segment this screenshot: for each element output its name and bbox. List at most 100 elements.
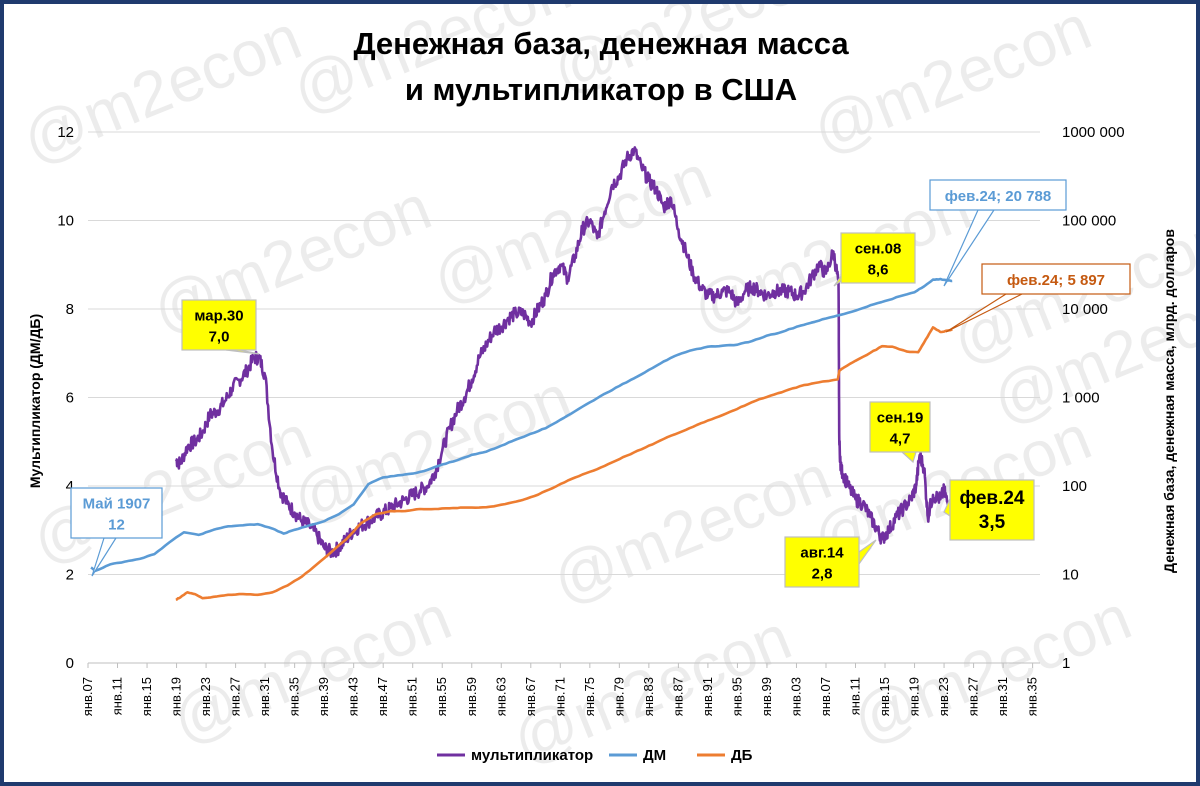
- y-tick-left: 0: [66, 655, 74, 672]
- callout-label: 12: [108, 517, 125, 534]
- y-tick-right: 100 000: [1062, 213, 1116, 230]
- x-axis: янв.07 янв.11 янв.15 янв.19 янв.23 янв.27 янв.…: [80, 662, 1040, 716]
- callout-pointer: [900, 451, 917, 464]
- x-tick-label: янв.03: [788, 677, 803, 716]
- callout-feb-24-db: фев.24; 5 897: [945, 263, 1131, 333]
- callout-label: 7,0: [209, 329, 230, 346]
- x-tick-label: янв.27: [966, 677, 981, 716]
- x-tick-label: янв.87: [670, 677, 685, 716]
- callout-label: Май 1907: [83, 496, 151, 513]
- callout-label: фев.24: [959, 488, 1024, 509]
- callout-feb-24-mult: фев.24 3,5: [943, 479, 1035, 541]
- y-tick-right: 1: [1062, 655, 1070, 672]
- callout-sep-08: сен.08 8,6: [833, 232, 916, 287]
- x-tick-label: янв.51: [405, 677, 420, 716]
- y-axis-right: 1 10 100 1 000 10 000 100 000 1000 000: [1062, 124, 1125, 672]
- x-tick-label: янв.55: [434, 677, 449, 716]
- x-tick-label: янв.31: [995, 677, 1010, 716]
- x-tick-label: янв.19: [169, 677, 184, 716]
- chart-svg: @m2econ@m2econ@m2econ@m2econ@m2econ@m2ec…: [12, 4, 1196, 777]
- x-tick-label: янв.91: [700, 677, 715, 716]
- callouts: Май 1907 12 мар.30 7,0 сен.08 8,6 фев.24; 20 7…: [70, 179, 1131, 588]
- callout-box: [929, 179, 1067, 211]
- chart-title-line-1: Денежная база, денежная масса: [353, 26, 849, 61]
- y-tick-right: 1 000: [1062, 390, 1100, 407]
- callout-box: [869, 401, 931, 453]
- callout-label: мар.30: [194, 308, 243, 325]
- y-tick-left: 8: [66, 301, 74, 318]
- chart-frame: @m2econ @m2econ @m2econ @m2econ @m2econ @m2ec…: [4, 4, 1196, 782]
- chart-title-line-2: и мультипликатор в США: [405, 72, 797, 107]
- x-tick-label: янв.23: [198, 677, 213, 716]
- watermark-text: @m2econ: [162, 581, 460, 757]
- legend: мультипликатор ДМ ДБ: [437, 747, 753, 764]
- callout-label: сен.19: [877, 410, 924, 427]
- callout-label: фев.24; 5 897: [1007, 272, 1105, 289]
- legend-label: ДБ: [731, 747, 753, 764]
- y-axis-right-title: Денежная база, денежная масса, млрд. дол…: [1161, 229, 1177, 573]
- x-tick-label: янв.31: [257, 677, 272, 716]
- callout-box: [981, 263, 1131, 295]
- watermark-text: @m2econ: [12, 4, 310, 177]
- legend-label: мультипликатор: [471, 747, 593, 764]
- callout-feb-24-dm: фев.24; 20 788: [929, 179, 1067, 287]
- x-tick-label: янв.15: [139, 677, 154, 716]
- y-tick-left: 2: [66, 567, 74, 584]
- x-tick-label: янв.11: [110, 677, 125, 715]
- callout-may-1907: Май 1907 12: [70, 487, 163, 577]
- callout-label: 3,5: [979, 512, 1006, 533]
- watermark-text: @m2econ: [842, 581, 1140, 757]
- x-tick-label: янв.47: [375, 677, 390, 716]
- x-tick-label: янв.63: [493, 677, 508, 716]
- callout-label: 8,6: [868, 262, 889, 279]
- x-tick-label: янв.83: [641, 677, 656, 716]
- legend-item-ДМ: ДМ: [609, 747, 666, 764]
- callout-label: 2,8: [812, 566, 833, 583]
- x-tick-label: янв.27: [228, 677, 243, 716]
- callout-box: [70, 487, 163, 539]
- x-tick-label: янв.71: [552, 677, 567, 716]
- y-axis-left-title: Мультипликатор (ДМ/ДБ): [27, 314, 43, 488]
- series-line-ДМ: [90, 277, 953, 573]
- x-tick-label: янв.23: [936, 677, 951, 716]
- series-lines: [90, 146, 954, 601]
- x-tick-label: янв.75: [582, 677, 597, 716]
- series-line-ДБ: [175, 326, 953, 601]
- callout-label: сен.08: [855, 241, 902, 258]
- watermark-text: @m2econ: [282, 4, 580, 127]
- y-tick-right: 10: [1062, 567, 1079, 584]
- x-tick-label: янв.99: [759, 677, 774, 716]
- x-tick-label: янв.59: [464, 677, 479, 716]
- callout-box: [840, 232, 916, 284]
- x-tick-label: янв.39: [316, 677, 331, 716]
- watermark-text: @m2econ: [542, 441, 840, 617]
- callout-label: фев.24; 20 788: [945, 188, 1051, 205]
- y-tick-left: 4: [66, 478, 74, 495]
- y-tick-right: 100: [1062, 478, 1087, 495]
- x-tick-label: янв.67: [523, 677, 538, 716]
- x-tick-label: янв.95: [729, 677, 744, 716]
- x-tick-label: янв.07: [818, 677, 833, 716]
- legend-item-мультипликатор: мультипликатор: [437, 747, 593, 764]
- x-tick-label: янв.07: [80, 677, 95, 716]
- callout-box: [181, 299, 257, 351]
- callout-pointer: [225, 349, 260, 355]
- legend-item-ДБ: ДБ: [697, 747, 753, 764]
- x-tick-label: янв.79: [611, 677, 626, 716]
- callout-aug-14: авг.14 2,8: [784, 536, 877, 588]
- y-tick-right: 10 000: [1062, 301, 1108, 318]
- watermark-text: @m2econ: [422, 141, 720, 317]
- callout-sep-19: сен.19 4,7: [869, 401, 931, 464]
- y-tick-right: 1000 000: [1062, 124, 1125, 141]
- legend-label: ДМ: [643, 747, 666, 764]
- callout-label: авг.14: [800, 545, 844, 562]
- callout-label: 4,7: [890, 431, 911, 448]
- x-tick-label: янв.35: [1025, 677, 1040, 716]
- callout-mar-30: мар.30 7,0: [181, 299, 260, 355]
- series-line-мультипликатор: [174, 146, 954, 559]
- x-tick-label: янв.15: [877, 677, 892, 716]
- y-tick-left: 12: [57, 124, 74, 141]
- x-tick-label: янв.19: [907, 677, 922, 716]
- y-axis-left: 0 2 4 6 8 10 12: [57, 124, 74, 672]
- watermark-text: @m2econ: [282, 361, 580, 537]
